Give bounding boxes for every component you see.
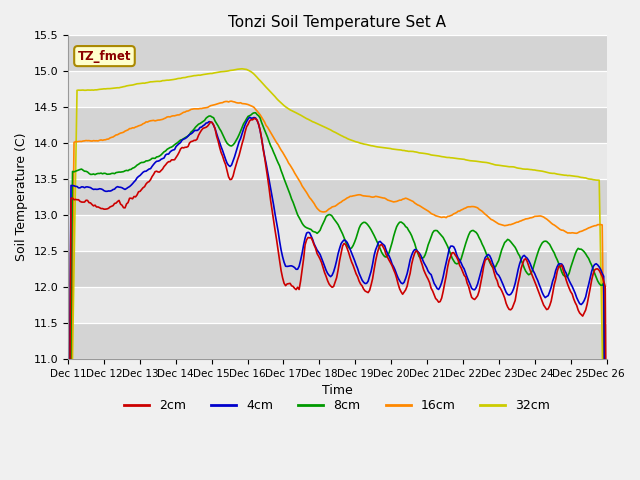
- Y-axis label: Soil Temperature (C): Soil Temperature (C): [15, 133, 28, 262]
- Legend: 2cm, 4cm, 8cm, 16cm, 32cm: 2cm, 4cm, 8cm, 16cm, 32cm: [120, 395, 556, 418]
- Bar: [68, 287, 607, 323]
- Text: TZ_fmet: TZ_fmet: [77, 49, 131, 62]
- Bar: [68, 36, 607, 72]
- Bar: [68, 107, 607, 143]
- Title: Tonzi Soil Temperature Set A: Tonzi Soil Temperature Set A: [228, 15, 446, 30]
- Bar: [68, 251, 607, 287]
- Bar: [68, 72, 607, 107]
- X-axis label: Time: Time: [322, 384, 353, 397]
- Bar: [68, 215, 607, 251]
- Bar: [68, 179, 607, 215]
- Bar: [68, 143, 607, 179]
- Bar: [68, 323, 607, 359]
